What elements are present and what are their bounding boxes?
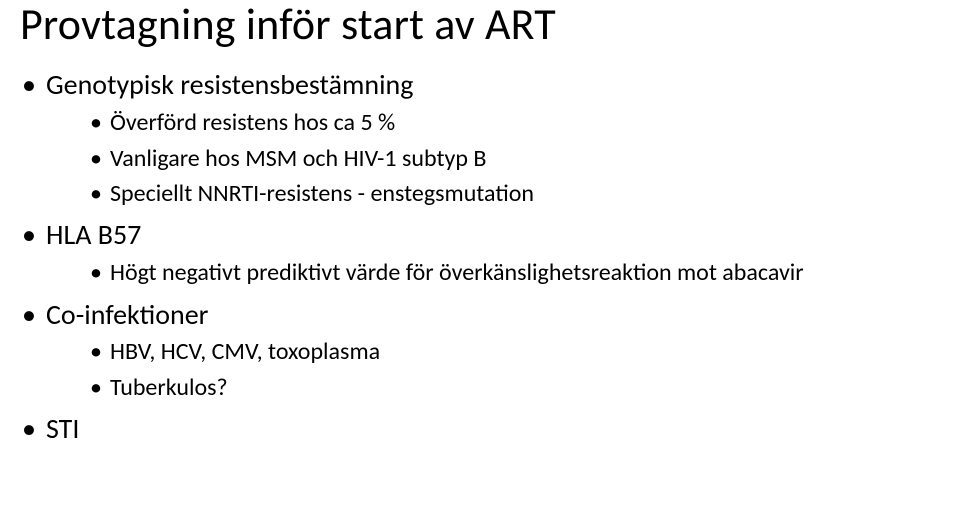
- subbullet-vanligare: Vanligare hos MSM och HIV-1 subtyp B: [46, 143, 940, 175]
- sublist: Överförd resistens hos ca 5 % Vanligare …: [46, 107, 940, 210]
- bullet-coinfektioner: Co-infektioner HBV, HCV, CMV, toxoplasma…: [20, 296, 940, 405]
- bullet-text: Högt negativt prediktivt värde för överk…: [110, 258, 804, 287]
- bullet-text: Speciellt NNRTI-resistens - enstegsmutat…: [110, 179, 534, 208]
- subbullet-hogt: Högt negativt prediktivt värde för överk…: [46, 257, 940, 289]
- sublist: HBV, HCV, CMV, toxoplasma Tuberkulos?: [46, 336, 940, 404]
- subbullet-tuberkulos: Tuberkulos?: [46, 372, 940, 404]
- bullet-text: Genotypisk resistensbestämning: [46, 67, 413, 102]
- slide-title: Provtagning inför start av ART: [20, 0, 940, 48]
- subbullet-speciellt: Speciellt NNRTI-resistens - enstegsmutat…: [46, 178, 940, 210]
- bullet-hla: HLA B57 Högt negativt prediktivt värde f…: [20, 216, 940, 289]
- bullet-text: HBV, HCV, CMV, toxoplasma: [110, 337, 380, 366]
- bullet-sti: STI: [20, 410, 940, 448]
- subbullet-overford: Överförd resistens hos ca 5 %: [46, 107, 940, 139]
- subbullet-hbv: HBV, HCV, CMV, toxoplasma: [46, 336, 940, 368]
- bullet-text: STI: [46, 411, 79, 446]
- bullet-genotypisk: Genotypisk resistensbestämning Överförd …: [20, 66, 940, 210]
- bullet-text: HLA B57: [46, 217, 141, 252]
- bullet-text: Tuberkulos?: [110, 373, 228, 402]
- bullet-text: Överförd resistens hos ca 5 %: [110, 108, 395, 137]
- bullet-list: Genotypisk resistensbestämning Överförd …: [20, 66, 940, 448]
- slide-container: Provtagning inför start av ART Genotypis…: [0, 0, 960, 507]
- bullet-text: Co-infektioner: [46, 297, 208, 332]
- bullet-text: Vanligare hos MSM och HIV-1 subtyp B: [110, 144, 486, 173]
- sublist: Högt negativt prediktivt värde för överk…: [46, 257, 940, 289]
